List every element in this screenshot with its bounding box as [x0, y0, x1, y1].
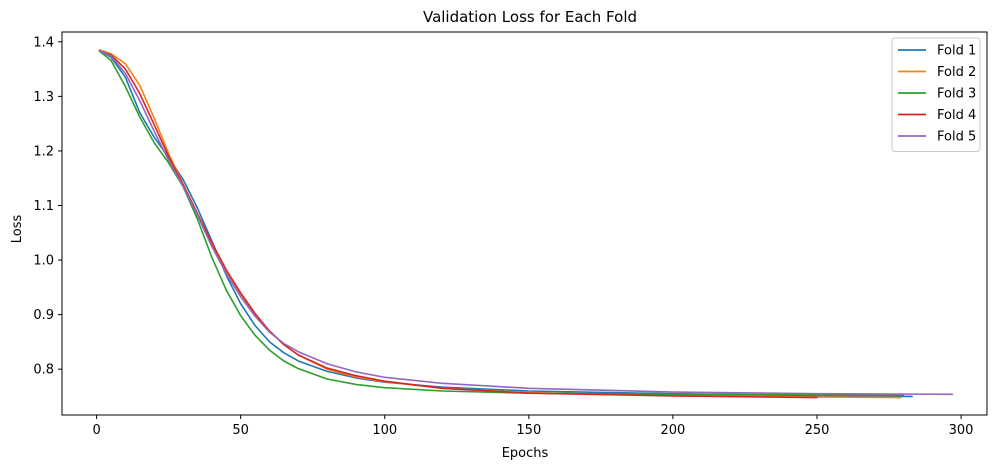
x-axis-label: Epochs [502, 446, 549, 461]
x-tick-label: 150 [516, 423, 541, 438]
series-line-fold-4 [98, 49, 818, 399]
x-tick-label: 300 [949, 423, 974, 438]
series-line-fold-3 [98, 50, 905, 397]
chart-title: Validation Loss for Each Fold [423, 8, 637, 26]
legend-label-fold-4: Fold 4 [937, 108, 976, 123]
y-axis: 0.8 0.9 1.0 1.1 1.2 1.3 1.4 [33, 35, 62, 378]
y-tick-label: 1.1 [33, 199, 54, 214]
x-tick-label: 50 [232, 423, 249, 438]
y-tick-label: 1.2 [33, 144, 54, 159]
plot-lines [98, 49, 954, 399]
y-axis-label: Loss [10, 215, 25, 244]
plot-frame [61, 31, 988, 416]
x-tick-label: 100 [372, 423, 397, 438]
x-tick-label: 0 [92, 423, 100, 438]
y-tick-label: 1.3 [33, 90, 54, 105]
series-line-fold-2 [98, 49, 902, 399]
y-tick-label: 1.0 [33, 254, 54, 269]
legend-label-fold-3: Fold 3 [937, 87, 976, 102]
legend-label-fold-2: Fold 2 [937, 65, 976, 80]
series-line-fold-1 [98, 49, 913, 398]
legend-label-fold-1: Fold 1 [937, 44, 976, 59]
series-line-fold-5 [98, 49, 954, 396]
x-tick-label: 200 [660, 423, 685, 438]
x-tick-label: 250 [805, 423, 830, 438]
legend-box [891, 37, 981, 152]
y-tick-label: 0.8 [33, 363, 54, 378]
y-tick-label: 0.9 [33, 308, 54, 323]
y-tick-label: 1.4 [33, 35, 54, 50]
legend-label-fold-5: Fold 5 [937, 130, 976, 145]
x-axis: 0 50 100 150 200 250 300 [92, 415, 973, 438]
legend: Fold 1 Fold 2 Fold 3 Fold 4 Fold 5 [891, 37, 981, 152]
